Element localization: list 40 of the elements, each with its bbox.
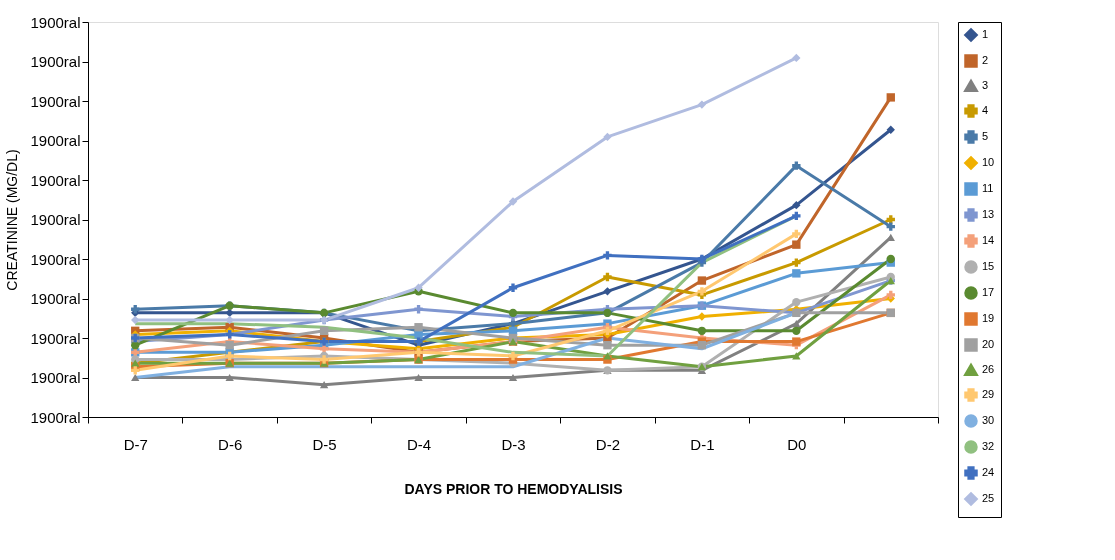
y-axis-title: CREATININE (MG/DL) [4,149,21,291]
legend-label: 4 [982,104,989,116]
text: 1900ral [30,250,81,268]
legend-label: 25 [982,492,995,504]
legend-label: 2 [982,54,989,66]
x-axis-title: DAYS PRIOR TO HEMODYALISIS [404,480,623,497]
legend-label: 14 [982,234,995,246]
legend-label: 20 [982,338,995,350]
x-tick-label: D-4 [406,435,432,453]
legend-label: 24 [982,466,995,478]
x-tick-label: D-1 [690,435,715,453]
legend-label: 3 [982,79,989,91]
legend-label: 15 [982,260,995,272]
text: 1900ral [30,369,81,386]
x-tick-label: D-7 [123,435,148,453]
legend-label: 10 [982,156,995,168]
text: 1900ral [30,92,81,110]
x-tick-label: D0 [787,435,807,453]
legend-label: 5 [982,130,989,142]
legend-label: 13 [982,208,995,220]
text: 1900ral [30,132,81,149]
text: 1900ral [30,329,81,347]
x-tick-label: D-3 [501,435,526,453]
legend-label: 32 [982,440,995,452]
legend-label: 30 [982,414,995,426]
legend-label: 11 [982,182,994,194]
text: 1900ral [30,290,81,307]
legend-label: 1 [982,28,989,40]
x-tick-label: D-5 [312,435,337,453]
legend-label: 17 [982,286,995,298]
text: 1900ral [30,211,81,228]
legend-label: 29 [982,388,995,400]
legend-label: 19 [982,312,995,324]
text: 1900ral [30,408,81,426]
legend-label: 26 [982,363,995,375]
text: 1900ral [30,13,81,31]
text: 1900ral [30,53,81,70]
x-tick-label: D-2 [595,435,621,453]
text: 1900ral [30,171,81,189]
x-tick-label: D-6 [218,435,243,453]
